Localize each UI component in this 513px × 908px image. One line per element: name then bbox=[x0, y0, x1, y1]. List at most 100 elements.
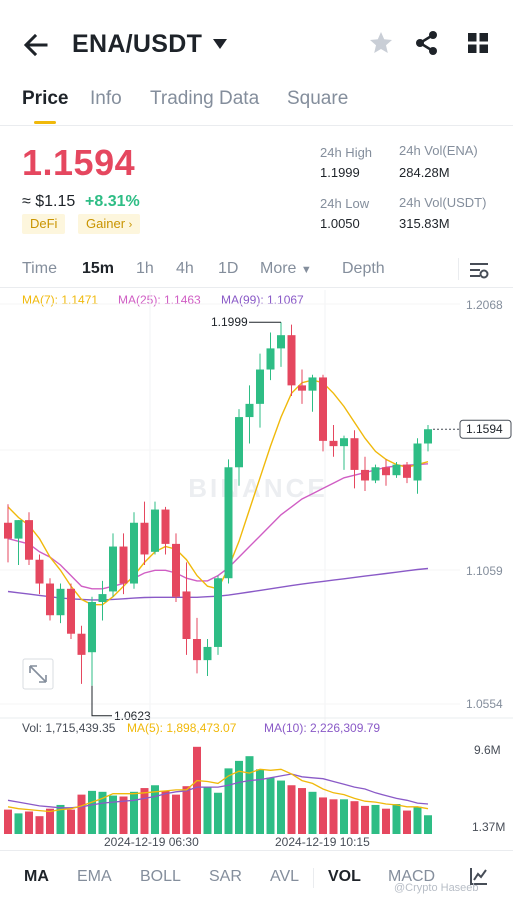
grid-icon[interactable] bbox=[465, 30, 491, 56]
high-marker-label: 1.1999 bbox=[211, 315, 248, 329]
usd-price: ≈ $1.15 bbox=[22, 193, 76, 210]
expand-chart-button[interactable] bbox=[22, 658, 54, 690]
candle bbox=[109, 533, 117, 597]
candle-body bbox=[308, 377, 317, 391]
tab-info[interactable]: Info bbox=[90, 88, 122, 109]
indicator-boll[interactable]: BOLL bbox=[140, 868, 181, 885]
volume-bar bbox=[266, 777, 275, 834]
tf-more-label: More bbox=[260, 260, 297, 277]
candle bbox=[319, 374, 327, 452]
back-arrow-icon[interactable] bbox=[22, 31, 50, 59]
share-icon[interactable] bbox=[414, 30, 440, 56]
tf-time[interactable]: Time bbox=[22, 260, 57, 277]
current-price-tag[interactable]: 1.1594 bbox=[433, 419, 512, 439]
volume-bar bbox=[119, 796, 128, 834]
candle-body bbox=[25, 520, 33, 560]
candle-body bbox=[256, 369, 264, 404]
candle-body bbox=[203, 646, 212, 661]
candle bbox=[203, 639, 212, 676]
candle-body bbox=[350, 438, 359, 470]
volume-bar bbox=[298, 788, 306, 834]
volume-bar bbox=[287, 785, 296, 834]
expand-icon bbox=[29, 665, 47, 683]
candle-body bbox=[193, 639, 201, 661]
candle bbox=[361, 456, 369, 492]
candle-body bbox=[109, 546, 117, 592]
candle bbox=[77, 625, 86, 684]
candle-body bbox=[77, 633, 86, 655]
chevron-right-icon: › bbox=[128, 219, 133, 231]
candle-body bbox=[392, 464, 401, 476]
candle bbox=[224, 459, 233, 584]
tf-depth[interactable]: Depth bbox=[342, 260, 385, 277]
chevron-down-icon[interactable] bbox=[212, 38, 228, 50]
indicator-settings-icon[interactable] bbox=[469, 866, 489, 886]
volume-bar bbox=[319, 797, 327, 834]
price-axis-bottom: 1.0554 bbox=[466, 697, 503, 711]
indicator-divider bbox=[313, 868, 314, 888]
volume-bar bbox=[350, 801, 359, 834]
candle-body bbox=[161, 509, 170, 544]
tag-defi[interactable]: DeFi bbox=[22, 214, 66, 234]
volume-bar bbox=[235, 760, 243, 834]
active-tab-indicator bbox=[34, 121, 56, 124]
indicator-sar[interactable]: SAR bbox=[209, 868, 242, 885]
candle bbox=[67, 583, 75, 640]
volume-bar bbox=[161, 790, 170, 834]
candles bbox=[4, 322, 432, 686]
top-header: ENA/USDT bbox=[0, 0, 513, 80]
volume-bar bbox=[224, 768, 233, 834]
volume-bar bbox=[214, 792, 222, 834]
price-axis-mid: 1.1059 bbox=[466, 564, 503, 578]
tf-more[interactable]: More ▼ bbox=[260, 260, 312, 278]
candle bbox=[392, 461, 401, 478]
tf-15m[interactable]: 15m bbox=[82, 260, 115, 277]
star-icon[interactable] bbox=[368, 30, 394, 56]
candle bbox=[256, 353, 264, 428]
indicator-avl[interactable]: AVL bbox=[270, 868, 300, 885]
volume-bar bbox=[392, 804, 401, 834]
candle bbox=[119, 533, 128, 595]
vol_ma5-line bbox=[7, 768, 429, 813]
tf-1d[interactable]: 1D bbox=[218, 260, 239, 277]
volume-bar bbox=[413, 806, 422, 834]
tab-price[interactable]: Price bbox=[22, 88, 69, 109]
pair-title[interactable]: ENA/USDT bbox=[72, 30, 203, 58]
main-tabs: Price Info Trading Data Square bbox=[0, 82, 513, 126]
tf-1h[interactable]: 1h bbox=[136, 260, 154, 277]
candle-body bbox=[224, 467, 233, 579]
low-marker: 1.0623 bbox=[91, 685, 151, 723]
candle bbox=[56, 583, 65, 624]
candle-body bbox=[172, 543, 180, 597]
volume-bars bbox=[4, 746, 432, 834]
candle-body bbox=[67, 588, 75, 634]
stat-vol-ena-label: 24h Vol(ENA) bbox=[399, 143, 478, 158]
chart-settings-icon[interactable] bbox=[468, 260, 490, 280]
tab-trading-data[interactable]: Trading Data bbox=[150, 88, 260, 109]
candle-body bbox=[46, 583, 54, 616]
volume-axis-top: 9.6M bbox=[474, 743, 501, 757]
volume-bar bbox=[361, 805, 369, 834]
volume-bar bbox=[56, 804, 65, 834]
volume-bar bbox=[172, 794, 180, 834]
tag-gainer[interactable]: Gainer › bbox=[78, 214, 141, 234]
indicator-ema[interactable]: EMA bbox=[77, 868, 112, 885]
candlestick-chart[interactable]: BINANCE 1.2068 1.1059 1.0554 1.1594 1.19… bbox=[0, 290, 513, 850]
indicator-macd[interactable]: MACD bbox=[388, 868, 436, 885]
current-price-label: 1.1594 bbox=[466, 422, 503, 436]
volume-legend: Vol: 1,715,439.35 bbox=[22, 721, 116, 735]
candle-body bbox=[361, 469, 369, 481]
time-axis-label-2: 2024-12-19 10:15 bbox=[275, 835, 370, 849]
indicator-ma[interactable]: MA bbox=[24, 868, 49, 885]
volume-bar bbox=[424, 815, 432, 834]
indicator-vol[interactable]: VOL bbox=[328, 868, 361, 885]
candle-body bbox=[287, 335, 296, 386]
volume-bar bbox=[151, 785, 159, 834]
candle-body bbox=[382, 467, 390, 476]
candle bbox=[25, 512, 33, 566]
tf-4h[interactable]: 4h bbox=[176, 260, 194, 277]
candle bbox=[130, 512, 138, 589]
tab-square[interactable]: Square bbox=[287, 88, 349, 109]
volume-bar bbox=[88, 790, 96, 834]
candle-body bbox=[413, 443, 422, 481]
